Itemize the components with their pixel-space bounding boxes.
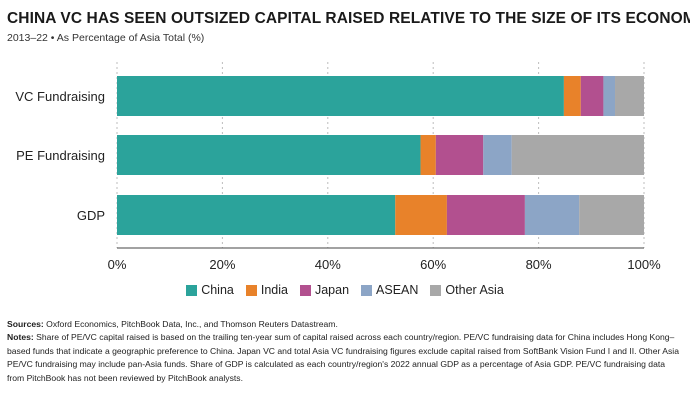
bar-1-1 bbox=[420, 135, 436, 175]
bar-2-0 bbox=[117, 195, 396, 235]
bar-1-3 bbox=[483, 135, 512, 175]
legend-label-3: ASEAN bbox=[376, 283, 419, 297]
legend-item-2: Japan bbox=[299, 283, 350, 297]
bar-0-2 bbox=[580, 76, 604, 116]
sources-text: Oxford Economics, PitchBook Data, Inc., … bbox=[46, 319, 338, 329]
notes-note: Notes: Share of PE/VC capital raised is … bbox=[7, 331, 683, 385]
bar-2-4 bbox=[579, 195, 644, 235]
legend-swatch-3 bbox=[361, 284, 373, 296]
sources-label: Sources: bbox=[7, 319, 44, 329]
legend-item-1: India bbox=[245, 283, 288, 297]
bar-1-0 bbox=[117, 135, 421, 175]
bar-2-2 bbox=[446, 195, 525, 235]
sources-note: Sources: Oxford Economics, PitchBook Dat… bbox=[7, 318, 683, 331]
legend-item-0: China bbox=[186, 283, 234, 297]
legend-item-3: ASEAN bbox=[361, 283, 418, 297]
bar-1-4 bbox=[511, 135, 644, 175]
bar-0-4 bbox=[615, 76, 644, 116]
legend-swatch-4 bbox=[430, 284, 442, 296]
legend-label-2: Japan bbox=[314, 283, 350, 297]
notes-label: Notes: bbox=[7, 332, 34, 343]
legend-label-0: China bbox=[201, 283, 234, 297]
category-label-0: VC Fundraising bbox=[15, 89, 105, 104]
bar-0-1 bbox=[563, 76, 581, 116]
legend-item-4: Other Asia bbox=[430, 283, 504, 297]
legend-swatch-2 bbox=[299, 284, 311, 296]
category-label-1: PE Fundraising bbox=[16, 148, 105, 163]
x-tick-label-1: 20% bbox=[209, 257, 235, 272]
category-label-2: GDP bbox=[77, 208, 105, 223]
bar-0-0 bbox=[117, 76, 564, 116]
bar-1-2 bbox=[435, 135, 484, 175]
chart-subtitle: 2013–22 • As Percentage of Asia Total (%… bbox=[7, 32, 205, 44]
legend-label-1: India bbox=[260, 283, 288, 297]
legend-swatch-1 bbox=[245, 284, 257, 296]
legend-label-4: Other Asia bbox=[445, 283, 504, 297]
x-tick-label-0: 0% bbox=[108, 257, 127, 272]
chart-title: CHINA VC HAS SEEN OUTSIZED CAPITAL RAISE… bbox=[7, 10, 690, 27]
legend-swatch-0 bbox=[186, 284, 198, 296]
bar-2-3 bbox=[524, 195, 580, 235]
notes-text: Share of PE/VC capital raised is based o… bbox=[7, 332, 679, 383]
bar-2-1 bbox=[395, 195, 447, 235]
x-tick-label-4: 80% bbox=[526, 257, 552, 272]
x-tick-label-3: 60% bbox=[420, 257, 446, 272]
footnotes: Sources: Oxford Economics, PitchBook Dat… bbox=[7, 318, 683, 385]
stacked-bar-chart: VC Fundraising PE Fundraising GDP 0% 20% 40% 6… bbox=[15, 62, 661, 272]
bar-0-3 bbox=[603, 76, 616, 116]
x-tick-label-5: 100% bbox=[627, 257, 661, 272]
chart-legend: China India Japan ASEAN Other Asia bbox=[0, 283, 690, 297]
x-tick-label-2: 40% bbox=[315, 257, 341, 272]
